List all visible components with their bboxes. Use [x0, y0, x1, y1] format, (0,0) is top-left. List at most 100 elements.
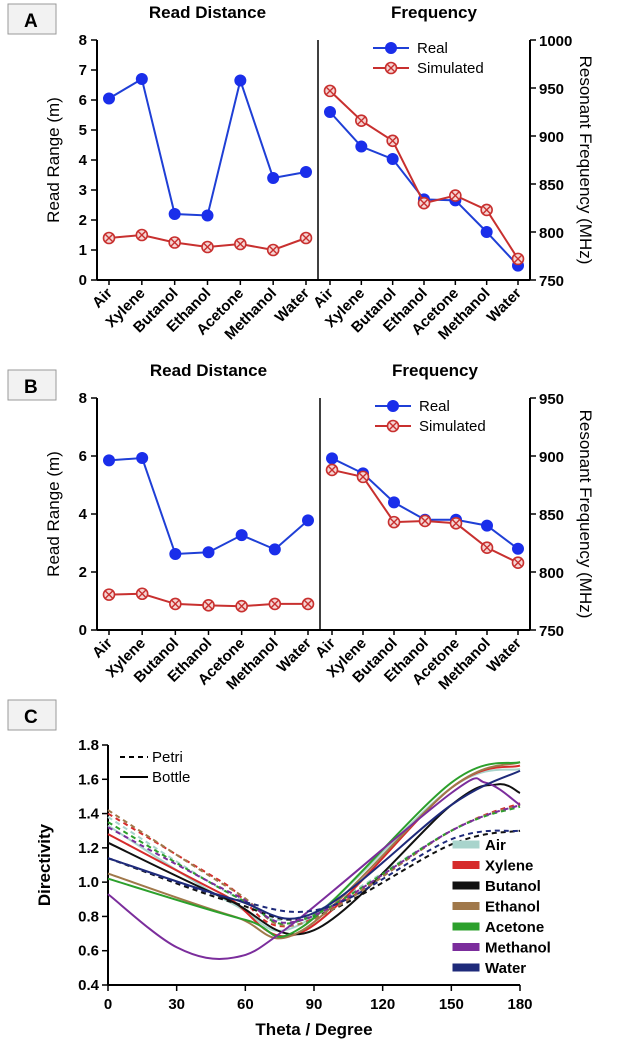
- chart-c-ytick-label: 1.4: [78, 806, 100, 823]
- chart-a-frequency-real-point: [355, 140, 368, 153]
- chart-c-legend-swatch-air: [452, 840, 480, 849]
- chart-a-frequency-simulated-point-cross-b: [419, 198, 429, 208]
- chart-a-frequency-simulated-point: [449, 189, 462, 202]
- chart-a-read-distance-simulated-point-cross-b: [236, 239, 245, 249]
- chart-a-frequency-simulated-point-cross-b: [388, 136, 397, 146]
- chart-b-frequency-simulated-point: [418, 514, 432, 528]
- chart-c-ytick-label: 1.0: [78, 874, 99, 891]
- chart-a-frequency-simulated-point: [386, 134, 399, 148]
- chart-c-legend-label-air: Air: [485, 837, 506, 854]
- chart-c-series-butanol-bottle: [107, 783, 521, 936]
- chart-b-ytick-label-left: 0: [79, 622, 87, 639]
- chart-a-read-distance-simulated-point: [299, 231, 313, 245]
- chart-a-legend-sim-label: Simulated: [417, 60, 484, 77]
- chart-b-xtick-label-left: Air: [89, 635, 116, 662]
- chart-c-legend-swatch-water: [452, 963, 480, 972]
- chart-b-frequency-real-point: [481, 519, 493, 532]
- chart-a-ytick-label-right: 850: [539, 177, 564, 194]
- chart-c-ytick-label: 0.6: [78, 943, 99, 960]
- chart-a-ytick-label-left: 5: [79, 122, 87, 139]
- chart-b-frequency-simulated-point: [449, 516, 463, 530]
- chart-b-read-distance-simulated-point-cross-b: [237, 601, 246, 611]
- chart-a-frequency-simulated-point: [323, 84, 337, 98]
- chart-b-xtick-label-right: Water: [484, 635, 525, 676]
- chart-a-ytick-label-right: 1000: [539, 33, 572, 50]
- chart-c-legend-bottle-label: Bottle: [152, 769, 190, 786]
- panel-label-b: B: [24, 377, 38, 398]
- chart-c-xtick-label: 120: [370, 996, 395, 1013]
- chart-b-frequency-simulated-point-cross-b: [327, 465, 337, 475]
- panel-label-box-b: [7, 369, 57, 401]
- chart-c-legend-swatch-acetone: [452, 922, 480, 931]
- chart-b-frequency-simulated-point: [480, 541, 494, 554]
- chart-a-ytick-label-right: 800: [539, 225, 564, 242]
- chart-c-ytick-label: 0.4: [78, 977, 100, 994]
- chart-b-frequency-simulated-point: [511, 556, 525, 570]
- chart-b-ytick-label-right: 850: [539, 507, 564, 524]
- chart-a-ytick-label-left: 7: [79, 62, 87, 79]
- chart-c-series-methanol-bottle: [107, 777, 521, 961]
- chart-b-ylabel-left: Read Range (m): [44, 451, 63, 577]
- chart-b-xtick-label-left: Water: [274, 635, 315, 676]
- chart-c-series-ethanol-bottle: [107, 761, 521, 940]
- chart-b-ylabel-right: Resonant Frequency (MHz): [576, 410, 595, 619]
- chart-c-ytick-label: 1.6: [78, 771, 99, 788]
- chart-b-read-distance-simulated-point-cross-b: [303, 599, 313, 609]
- chart-b-legend-sim-marker-cross-b: [388, 421, 398, 431]
- chart-a-read-distance-simulated-point: [102, 231, 116, 245]
- chart-c-series-water-bottle: [107, 769, 521, 920]
- chart-b-read-distance-real-point: [235, 529, 248, 542]
- chart-c-legend-label-butanol: Butanol: [485, 878, 541, 895]
- chart-b-legend-sim-marker: [386, 419, 400, 433]
- chart-a-legend-sim-marker-cross-b: [386, 63, 396, 73]
- chart-b-frequency-simulated-point: [356, 470, 370, 484]
- chart-b-ytick-label-right: 750: [539, 623, 564, 640]
- chart-a-read-distance-real-point: [267, 172, 280, 184]
- chart-a-ytick-label-left: 4: [79, 152, 88, 169]
- chart-a-read-distance-real-point: [234, 74, 247, 87]
- chart-a-legend-real-marker: [385, 42, 397, 54]
- chart-b-frequency-simulated-point-cross-b: [513, 558, 523, 568]
- chart-c-series-acetone-bottle: [107, 761, 521, 938]
- chart-b-frequency-simulated-point-cross-b: [482, 543, 492, 552]
- chart-b-frequency-simulated-point-cross-b: [451, 518, 461, 528]
- chart-b-ytick-label-right: 900: [539, 449, 564, 466]
- chart-a-ylabel-right: Resonant Frequency (MHz): [576, 56, 595, 265]
- chart-a-read-distance-simulated-point-cross-b: [104, 233, 114, 243]
- chart-c-xtick-label: 90: [306, 996, 323, 1013]
- chart-a-ytick-label-right: 750: [539, 273, 564, 290]
- chart-c-legend-petri-label: Petri: [152, 749, 183, 766]
- panel-label-box-a: [7, 3, 57, 35]
- chart-a-frequency-simulated-point-cross-b: [451, 191, 460, 200]
- chart-c-series-butanol-petri: [107, 829, 521, 921]
- chart-a-frequency-simulated-point: [480, 203, 493, 217]
- chart-a-read-distance-simulated-point-cross-b: [170, 238, 179, 247]
- chart-a-xtick-label-left: Water: [272, 285, 313, 326]
- chart-a-legend-sim-marker: [384, 61, 398, 75]
- chart-a-frequency-simulated-point-cross-b: [325, 86, 335, 96]
- chart-a-frequency-simulated-point: [417, 196, 431, 210]
- panel-label-c: C: [24, 707, 38, 728]
- chart-a-frequency-real-point: [386, 153, 399, 166]
- chart-b-read-distance-real-point: [302, 514, 314, 527]
- chart-a-read-distance-simulated-point: [201, 240, 214, 254]
- chart-c-xtick-label: 180: [507, 996, 532, 1013]
- chart-c-legend-label-methanol: Methanol: [485, 940, 551, 957]
- chart-c-legend-label-water: Water: [485, 960, 526, 977]
- chart-b-legend-real-label: Real: [419, 398, 450, 415]
- chart-a-read-distance-simulated-point: [168, 236, 181, 249]
- chart-b-read-distance-real-point: [268, 543, 281, 556]
- chart-a-xtick-label-right: Water: [484, 285, 525, 326]
- chart-a: Read Distance Frequency 0 1 2 3 4 5 6 7 8 750 800 850…: [44, 3, 595, 343]
- chart-a-xtick-label-left: Air: [89, 285, 116, 312]
- chart-c-legend-label-acetone: Acetone: [485, 919, 544, 936]
- chart-b-frequency-real-point: [388, 496, 400, 509]
- chart-b-read-distance-simulated-point: [268, 597, 282, 611]
- chart-b-ytick-label-left: 4: [79, 506, 88, 523]
- chart-c-legend-label-xylene: Xylene: [485, 858, 533, 875]
- chart-c-xtick-label: 150: [439, 996, 464, 1013]
- chart-a-read-distance-simulated-point-cross-b: [301, 233, 311, 243]
- chart-b-read-distance-simulated-point-cross-b: [270, 599, 280, 609]
- chart-a-ytick-label-left: 0: [79, 272, 87, 289]
